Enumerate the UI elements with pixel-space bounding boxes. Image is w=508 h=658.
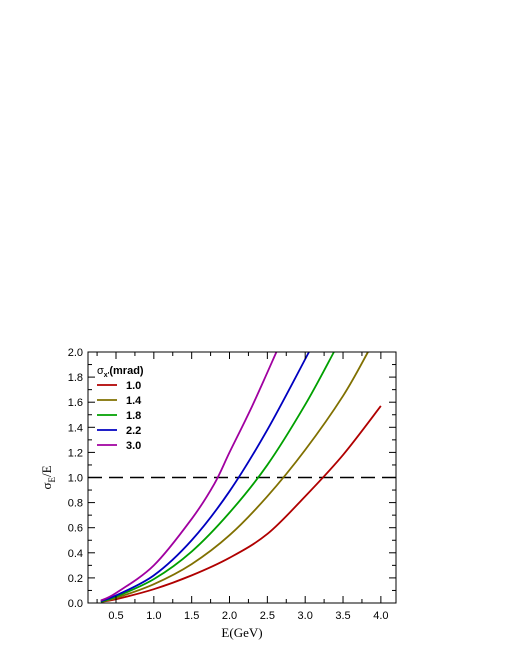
y-tick-label: 0.0 (68, 598, 83, 610)
x-tick-label: 3.5 (335, 610, 350, 622)
y-tick-label: 0.4 (68, 548, 83, 560)
x-tick-label: 2.0 (222, 610, 237, 622)
legend-label-1.8: 1.8 (126, 410, 141, 422)
y-tick-label: 1.0 (68, 473, 83, 485)
y-tick-label: 1.6 (68, 397, 83, 409)
legend-label-1.4: 1.4 (126, 395, 142, 407)
legend: σx'(mrad)1.0 1.4 1.8 2.2 3.0 (97, 365, 144, 452)
y-tick-label: 2.0 (68, 347, 83, 359)
y-tick-label: 1.2 (68, 447, 83, 459)
legend-label-2.2: 2.2 (126, 425, 141, 437)
x-tick-label: 4.0 (373, 610, 388, 622)
legend-title: σx'(mrad) (97, 365, 144, 379)
legend-label-3.0: 3.0 (126, 440, 141, 452)
series-line-1.4 (100, 351, 369, 603)
axes: 0.5 1.0 1.5 2.0 2.5 3.0 3.5 4.0 0.0 0.2 0.4 0.6 0.8 1… (68, 347, 397, 622)
x-tick-label: 1.5 (184, 610, 199, 622)
series-line-1.8 (100, 351, 335, 603)
y-tick-label: 0.8 (68, 498, 83, 510)
y-tick-label: 0.6 (68, 523, 83, 535)
x-tick-label: 3.0 (298, 610, 313, 622)
series-layer (100, 351, 382, 603)
x-axis-title: E(GeV) (221, 625, 262, 640)
y-tick-label: 1.4 (68, 422, 83, 434)
x-tick-label: 0.5 (108, 610, 123, 622)
series-line-1.0 (100, 405, 382, 603)
x-tick-label: 1.0 (146, 610, 161, 622)
x-tick-label: 2.5 (260, 610, 275, 622)
y-tick-label: 1.8 (68, 372, 83, 384)
series-line-2.2 (100, 351, 310, 602)
y-tick-label: 0.2 (68, 573, 83, 585)
legend-label-1.0: 1.0 (126, 380, 141, 392)
series-line-3.0 (100, 351, 278, 602)
y-axis-title: σE/E (39, 465, 57, 489)
